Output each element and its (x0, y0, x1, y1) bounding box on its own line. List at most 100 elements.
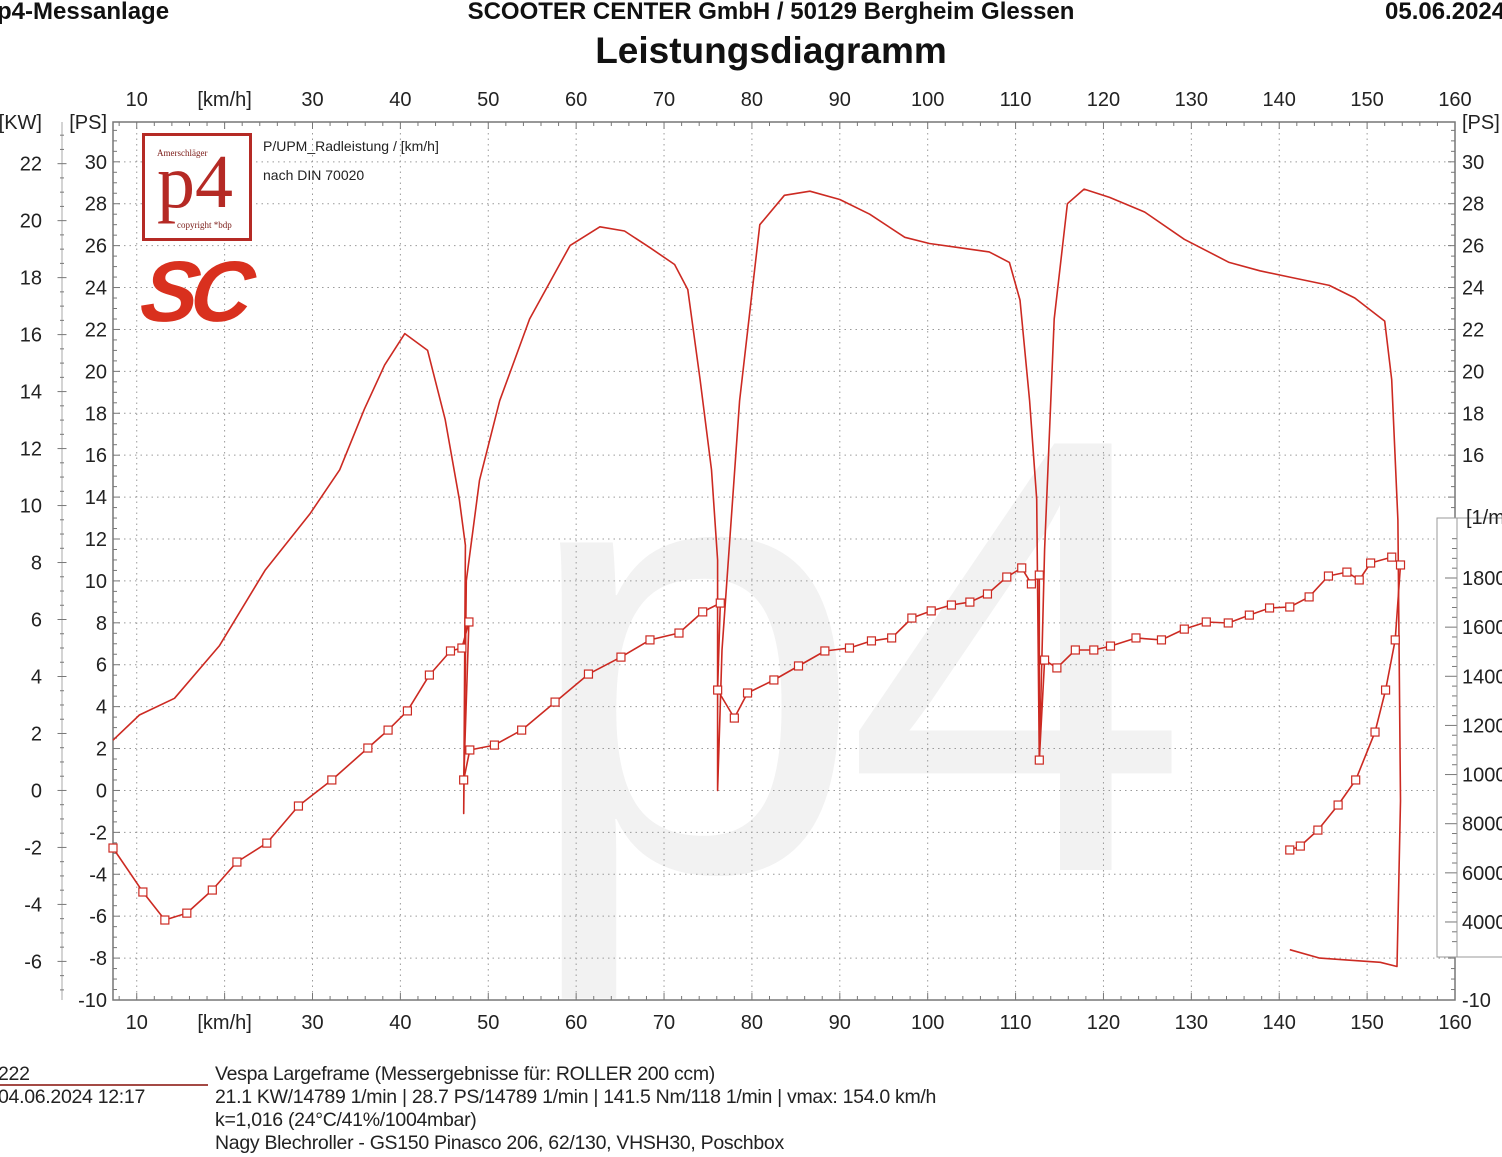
x-tick-label-bottom: 30 (301, 1012, 323, 1034)
rpm-data-point (1089, 645, 1099, 655)
kw-tick-label: 8 (31, 553, 42, 575)
kw-tick-label: -2 (24, 837, 42, 859)
x-tick-label-bottom: 120 (1087, 1012, 1120, 1034)
rpm-data-point (1313, 825, 1323, 835)
rpm-data-point (1342, 567, 1352, 577)
rpm-data-point (907, 613, 917, 623)
rpm-data-point (1039, 655, 1050, 665)
x-tick-label-top: 90 (829, 89, 851, 111)
logo-copyright-text: copyright *bdp (177, 220, 232, 230)
rpm-axis-label: [1/min] (1466, 507, 1502, 529)
x-tick-label-top: 150 (1350, 89, 1383, 111)
ps-tick-label-left: 8 (96, 613, 107, 635)
x-tick-label-top: [km/h] (197, 89, 251, 111)
measurement-datetime: 04.06.2024 12:17 (0, 1086, 146, 1108)
rpm-tick-label: 10000 (1462, 765, 1502, 787)
rpm-data-point (293, 801, 304, 811)
ps-tick-label-left: -4 (89, 864, 107, 886)
x-tick-label-top: 70 (653, 89, 675, 111)
x-tick-label-top: 80 (741, 89, 763, 111)
rpm-data-point (1370, 727, 1380, 737)
ps-tick-label-left: 6 (96, 655, 107, 677)
rpm-data-point (1351, 775, 1361, 785)
correction-conditions: k=1,016 (24°C/41%/1004mbar) (215, 1109, 477, 1131)
power-curve (112, 188, 1402, 968)
vehicle-info: Vespa Largeframe (Messergebnisse für: RO… (215, 1063, 715, 1085)
x-tick-label-top: 110 (1000, 89, 1032, 111)
x-tick-label-bottom: 80 (741, 1012, 763, 1034)
rpm-data-point (1387, 552, 1397, 562)
sc-logo: SC (135, 244, 253, 340)
ps-tick-label-left: 4 (96, 697, 107, 719)
rpm-data-point (232, 857, 242, 867)
rpm-tick-label: 6000 (1462, 863, 1502, 885)
x-tick-label-bottom: 130 (1175, 1012, 1208, 1034)
rpm-axis-box (1436, 517, 1502, 958)
x-tick-label-bottom: [km/h] (197, 1012, 251, 1034)
rpm-data-point (1323, 571, 1334, 581)
rpm-data-point (1201, 617, 1211, 627)
ps-tick-label-right: 30 (1462, 152, 1484, 174)
x-tick-label-top: 60 (565, 89, 587, 111)
rpm-data-point (1390, 635, 1400, 645)
rpm-data-point (1295, 841, 1305, 851)
x-tick-label-top: 40 (389, 89, 411, 111)
footer-divider (0, 1084, 208, 1086)
rpm-data-point (1264, 603, 1275, 613)
x-tick-label-bottom: 50 (477, 1012, 499, 1034)
x-tick-label-top: 50 (477, 89, 499, 111)
rpm-data-point (1366, 558, 1376, 568)
x-tick-label-bottom: 60 (565, 1012, 587, 1034)
rpm-data-point (327, 775, 337, 785)
rpm-tick-label: 18000 (1462, 568, 1502, 590)
norm-description: nach DIN 70020 (263, 167, 365, 183)
logo-top-text: Amerschläger (157, 148, 208, 158)
rpm-data-point (965, 597, 975, 607)
rpm-tick-label: 16000 (1462, 617, 1502, 639)
rpm-data-point (1034, 755, 1044, 765)
rpm-data-point (383, 725, 393, 735)
ps-tick-label-right: 18 (1462, 403, 1484, 425)
ps-tick-label-left: 26 (85, 236, 107, 258)
ps-tick-label-left: 24 (85, 278, 107, 300)
rpm-data-point (1179, 624, 1189, 634)
rpm-data-point (1304, 592, 1314, 602)
ps-tick-label-right: 22 (1462, 319, 1484, 341)
rpm-data-point (1131, 633, 1141, 643)
rpm-data-point (138, 887, 148, 897)
ps-tick-label-left: 2 (96, 739, 107, 761)
vehicle-setup: Nagy Blechroller - GS150 Pinasco 206, 62… (215, 1132, 784, 1154)
x-tick-label-bottom: 70 (653, 1012, 675, 1034)
x-tick-label-top: 120 (1087, 89, 1120, 111)
ps-tick-label-right: 16 (1462, 445, 1484, 467)
kw-tick-label: 20 (20, 211, 42, 233)
kw-tick-label: 14 (20, 382, 42, 404)
plot-frame (112, 121, 1456, 1001)
rpm-data-point (363, 743, 373, 753)
rpm-data-point (1333, 800, 1343, 810)
rpm-data-point (1105, 641, 1116, 651)
rpm-data-point (517, 725, 527, 735)
kw-tick-label: 2 (31, 723, 42, 745)
x-tick-label-top: 30 (301, 89, 323, 111)
rpm-data-point (1017, 563, 1027, 573)
ps-tick-label-left: -8 (89, 948, 107, 970)
chart-title: Leistungsdiagramm (595, 30, 947, 71)
ps-tick-label-right: 20 (1462, 361, 1484, 383)
rpm-data-point (674, 628, 684, 638)
x-tick-label-bottom: 150 (1350, 1012, 1383, 1034)
rpm-data-point (866, 636, 877, 646)
rpm-data-point (742, 688, 753, 698)
rpm-data-point (1285, 602, 1295, 612)
rpm-data-point (1380, 685, 1391, 695)
ps-tick-label-right: 28 (1462, 194, 1484, 216)
rpm-tick-label: 14000 (1462, 666, 1502, 688)
rpm-data-point (887, 633, 897, 643)
rpm-tick-label: 12000 (1462, 715, 1502, 737)
ps-tick-label-left: 22 (85, 319, 107, 341)
rpm-data-point (698, 607, 708, 617)
x-tick-label-top: 100 (911, 89, 944, 111)
rpm-data-point (262, 838, 272, 848)
rpm-data-point (1223, 618, 1233, 628)
kw-axis-label: [KW] (0, 112, 42, 134)
